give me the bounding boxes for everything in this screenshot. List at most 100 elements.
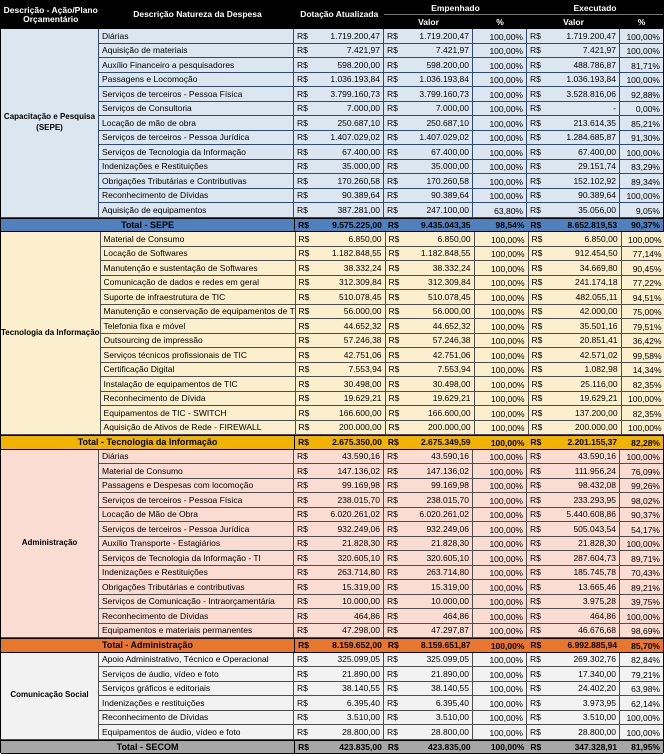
empenhado-valor-cell: R$10.000,00 xyxy=(384,595,473,609)
executado-valor-cell: R$3.973,95 xyxy=(527,696,620,710)
empenhado-valor-cell-value: 30.498,00 xyxy=(433,379,471,389)
dotacao-cell-value: 21.890,00 xyxy=(342,669,380,679)
currency-symbol: R$ xyxy=(530,495,541,505)
currency-symbol: R$ xyxy=(387,625,398,635)
executado-valor-cell-value: 42.571,02 xyxy=(580,350,618,360)
currency-symbol: R$ xyxy=(387,480,398,490)
empenhado-valor-cell: R$250.687,10 xyxy=(384,116,473,130)
empenhado-pct-cell: 100,00% xyxy=(473,508,527,522)
executado-valor-cell: R$269.302,76 xyxy=(527,653,620,667)
section-rows-secom: Apoio Administrativo, Técnico e Operacio… xyxy=(99,653,663,740)
dotacao-cell: R$6.850,00 xyxy=(296,232,386,246)
executado-valor-cell-value: 505.043,54 xyxy=(573,524,616,534)
currency-symbol: R$ xyxy=(389,248,400,258)
empenhado-valor-cell: R$21.890,00 xyxy=(384,667,473,681)
empenhado-valor-cell-value: 3.510,00 xyxy=(436,712,469,722)
empenhado-pct-cell: 100,00% xyxy=(473,102,527,116)
total-executado-pct-cell: 81,95% xyxy=(620,741,663,754)
expense-row: Serviços de Tecnologia da Informação - T… xyxy=(99,551,663,566)
expense-nature: Aquisição de Ativos de Rede - FIREWALL xyxy=(101,421,296,435)
executado-valor-cell-value: 152.102,92 xyxy=(573,176,616,186)
dotacao-cell-value: 7.000,00 xyxy=(347,103,380,113)
dotacao-cell: R$99.169,98 xyxy=(294,479,384,493)
dotacao-cell-value: 6.020.261,02 xyxy=(330,509,380,519)
executado-valor-cell: R$482.055,11 xyxy=(529,290,622,304)
currency-symbol: R$ xyxy=(298,220,309,230)
executado-pct-cell: 83,29% xyxy=(620,160,663,174)
currency-symbol: R$ xyxy=(387,190,398,200)
header-section-column: Descrição - Ação/Plano Orçamentário xyxy=(1,1,100,29)
expense-nature: Serviços de Consultoria xyxy=(99,102,294,116)
currency-symbol: R$ xyxy=(532,306,543,316)
executado-valor-cell: R$7.421,97 xyxy=(527,44,620,58)
empenhado-valor-cell: R$67.400,00 xyxy=(384,145,473,159)
empenhado-pct-cell: 100,00% xyxy=(475,363,529,377)
empenhado-valor-cell: R$43.590,16 xyxy=(384,450,473,464)
empenhado-valor-cell: R$28.800,00 xyxy=(384,725,473,739)
executado-valor-cell: R$3.510,00 xyxy=(527,711,620,725)
dotacao-cell: R$57.246,38 xyxy=(296,334,386,348)
expense-nature: Passagens e Locomoção xyxy=(99,73,294,87)
total-executado-valor-cell: R$6.992.885,94 xyxy=(527,639,620,652)
executado-pct-cell: 0,00% xyxy=(620,102,663,116)
empenhado-valor-cell-value: 47.297,87 xyxy=(431,625,469,635)
empenhado-pct-cell: 100,00% xyxy=(475,319,529,333)
executado-valor-cell-value: 1.719.200,47 xyxy=(566,31,616,41)
empenhado-valor-cell-value: 7.000,00 xyxy=(436,103,469,113)
executado-pct-cell: 100,00% xyxy=(622,421,664,435)
dotacao-cell-value: 312.309,84 xyxy=(339,277,382,287)
executado-valor-cell-value: 34.669,80 xyxy=(580,263,618,273)
expense-nature: Serviços de terceiros - Pessoa Jurídica xyxy=(99,522,294,536)
currency-symbol: R$ xyxy=(530,466,541,476)
empenhado-valor-cell-value: 10.000,00 xyxy=(431,596,469,606)
currency-symbol: R$ xyxy=(530,161,541,171)
dotacao-cell: R$6.395,40 xyxy=(294,696,384,710)
executado-valor-cell-value: 13.665,46 xyxy=(578,582,616,592)
executado-pct-cell: 98,02% xyxy=(620,493,663,507)
executado-valor-cell: R$488.786,87 xyxy=(527,58,620,72)
executado-valor-cell: R$42.000,00 xyxy=(529,305,622,319)
dotacao-cell: R$38.332,24 xyxy=(296,261,386,275)
executado-pct-cell: 70,43% xyxy=(620,566,663,580)
section-label-secom: Comunicação Social xyxy=(1,653,99,740)
currency-symbol: R$ xyxy=(389,234,400,244)
currency-symbol: R$ xyxy=(532,379,543,389)
currency-symbol: R$ xyxy=(530,712,541,722)
empenhado-valor-cell-value: 200.000,00 xyxy=(428,422,471,432)
expense-nature: Locação de Mão de Obra xyxy=(99,508,294,522)
currency-symbol: R$ xyxy=(297,176,308,186)
currency-symbol: R$ xyxy=(387,74,398,84)
executado-valor-cell-value: 35.056,00 xyxy=(578,205,616,215)
executado-pct-cell: 100,00% xyxy=(620,711,663,725)
currency-symbol: R$ xyxy=(387,31,398,41)
dotacao-cell-value: 90.389,64 xyxy=(342,190,380,200)
currency-symbol: R$ xyxy=(387,669,398,679)
executado-pct-cell: 99,26% xyxy=(620,479,663,493)
executado-valor-cell: R$213.614,35 xyxy=(527,116,620,130)
currency-symbol: R$ xyxy=(532,422,543,432)
empenhado-valor-cell: R$263.714,80 xyxy=(384,566,473,580)
executado-valor-cell: R$505.043,54 xyxy=(527,522,620,536)
executado-valor-cell-value: 1.036.193,84 xyxy=(566,74,616,84)
executado-valor-cell-value: 488.786,87 xyxy=(573,60,616,70)
currency-symbol: R$ xyxy=(532,292,543,302)
executado-valor-cell-value: 200.000,00 xyxy=(575,422,618,432)
empenhado-valor-cell: R$464,86 xyxy=(384,609,473,623)
executado-pct-cell: 94,51% xyxy=(622,290,664,304)
executado-pct-cell: 100,00% xyxy=(620,44,663,58)
currency-symbol: R$ xyxy=(530,74,541,84)
dotacao-cell-value: 56.000,00 xyxy=(344,306,382,316)
empenhado-valor-cell-value: 38.140,55 xyxy=(431,683,469,693)
executado-pct-cell: 99,58% xyxy=(622,348,664,362)
executado-valor-cell-value: 17.340,00 xyxy=(578,669,616,679)
header-executado-group: Executado Valor % xyxy=(527,1,663,29)
currency-symbol: R$ xyxy=(299,422,310,432)
currency-symbol: R$ xyxy=(297,712,308,722)
